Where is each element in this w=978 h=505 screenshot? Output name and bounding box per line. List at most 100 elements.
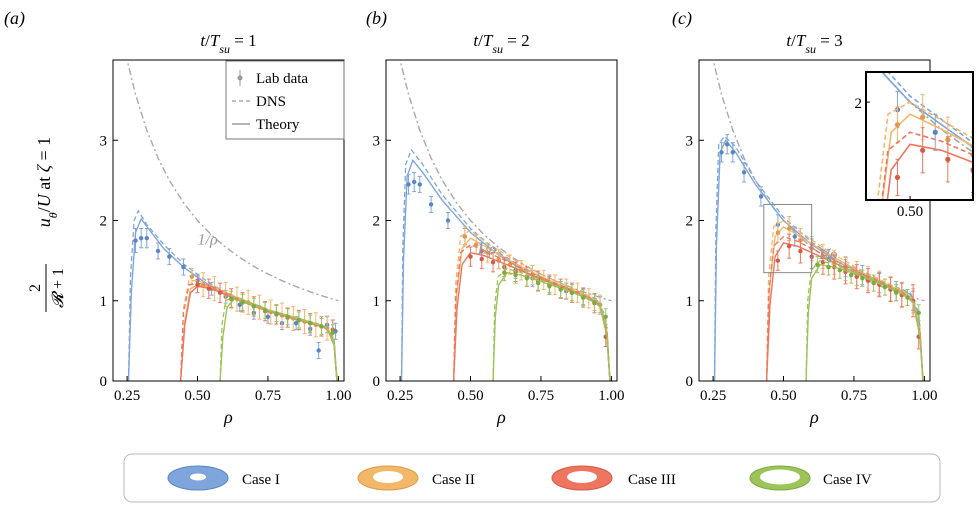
lab-marker [719, 150, 724, 155]
legend-marker [237, 75, 243, 81]
legend-dns: DNS [232, 94, 286, 110]
title-sub: su [219, 42, 230, 56]
panel-label: (b) [366, 8, 387, 29]
lab-point-case-4 [513, 266, 518, 284]
lab-point-case-3 [798, 238, 803, 264]
lab-marker [775, 258, 781, 263]
dns-line-case-2 [179, 280, 338, 381]
case-legend: Case I Case II Case III Case IV [123, 453, 941, 503]
lab-marker [473, 242, 479, 247]
y-tick-label: 1 [373, 294, 381, 310]
lab-point-case-2 [200, 272, 206, 298]
x-tick-label: 0.75 [528, 388, 554, 404]
x-tick-label: 0.25 [114, 388, 140, 404]
theory-line-case-4 [219, 298, 338, 381]
lab-point-case-2 [189, 268, 195, 286]
lab-point-case-4 [860, 269, 865, 287]
lab-point-case-1 [167, 248, 172, 266]
lab-point-case-3 [479, 248, 484, 270]
case-2-label: Case II [432, 472, 475, 488]
lab-marker [786, 226, 792, 231]
legend-lab-data-label: Lab data [256, 71, 308, 87]
svg-text:uθ/U at ζ = 1: uθ/U at ζ = 1 [34, 137, 60, 227]
case-legend-item-2: Case II [357, 465, 475, 491]
y-axis-label: uθ/U at ζ = 1 2 𝓡 + 1 [27, 137, 67, 312]
y-label-at: at [34, 172, 54, 194]
y-tick-label: 2 [686, 214, 694, 230]
y-label-frac-num: 2 [27, 284, 44, 292]
lab-point-case-4 [330, 324, 335, 342]
zoom-box [763, 203, 813, 274]
x-tick-label: 1.00 [911, 388, 937, 404]
lab-point-case-4 [815, 256, 820, 274]
case-4-hole [760, 469, 800, 485]
lab-point-case-2 [496, 248, 501, 270]
dns-line-case-4 [219, 296, 338, 381]
lab-marker [217, 290, 223, 295]
case-1-hole [190, 473, 206, 481]
lab-marker [893, 290, 899, 295]
lab-point-case-4 [882, 278, 888, 296]
title-slash: / [791, 31, 796, 50]
title-sub: su [805, 42, 816, 56]
style-legend: Lab data DNS Theory [225, 60, 345, 140]
lab-marker [445, 218, 451, 223]
dns-line-case-4 [805, 259, 924, 381]
lab-point-case-4 [826, 258, 831, 276]
title-slash: / [205, 31, 210, 50]
lab-point-case-3 [899, 282, 905, 308]
lab-point-case-4 [502, 264, 507, 282]
y-tick-label: 2 [373, 214, 381, 230]
lab-marker [316, 348, 321, 353]
lab-marker [916, 310, 921, 315]
lab-point-case-4 [251, 297, 257, 315]
lab-marker [189, 274, 195, 279]
lab-marker [513, 272, 518, 278]
lab-point-case-4 [837, 261, 843, 279]
lab-point-case-2 [786, 215, 792, 242]
lab-point-case-1 [417, 175, 423, 193]
x-tick-label: 1.00 [325, 388, 351, 404]
case-3-label: Case III [628, 472, 676, 488]
plot-area-1 [126, 60, 339, 381]
lab-point-case-1 [445, 211, 451, 230]
lab-point-case-1 [758, 186, 764, 207]
x-tick-label: 0.50 [457, 388, 483, 404]
x-tick-label: 0.25 [387, 388, 413, 404]
y-label-zeta: ζ [34, 163, 54, 172]
theory-line-case-4 [805, 263, 924, 381]
title-eq: = 2 [503, 31, 530, 50]
lab-point-case-4 [535, 274, 541, 292]
lab-marker [535, 280, 541, 286]
y-tick-label: 3 [686, 133, 694, 149]
lab-point-case-3 [206, 278, 211, 299]
lab-point-case-4 [547, 277, 552, 295]
lab-point-case-1 [155, 242, 161, 260]
plot-area-3 [712, 60, 925, 381]
lab-marker [406, 182, 411, 187]
lab-point-case-3 [195, 276, 200, 294]
lab-point-case-3 [920, 127, 926, 174]
lab-marker [265, 314, 271, 319]
lab-marker [240, 300, 245, 305]
title-T: T [483, 31, 494, 50]
title-sub: su [492, 42, 503, 56]
lab-point-case-1 [411, 171, 417, 193]
lab-point-case-4 [524, 269, 530, 287]
case-legend-item-4: Case IV [749, 465, 872, 491]
lab-point-case-1 [719, 142, 724, 163]
plot-area-2 [399, 60, 612, 381]
panel-label: (c) [672, 8, 692, 29]
lab-marker [496, 256, 501, 262]
reference-curve-1-over-rho [126, 60, 339, 302]
panel-2: 0.25 0.50 0.75 1.00 0 1 2 3 ρ (b) t/Tsu = 2 1/ρ [366, 8, 624, 427]
theory-line-case-1 [880, 72, 973, 149]
lab-marker [580, 295, 586, 300]
lab-marker [857, 54, 862, 59]
theory-line-case-2 [765, 226, 924, 381]
plot-area-3 [857, 54, 973, 200]
lab-point-case-4 [603, 308, 608, 326]
x-tick-label: 0.50 [184, 388, 210, 404]
